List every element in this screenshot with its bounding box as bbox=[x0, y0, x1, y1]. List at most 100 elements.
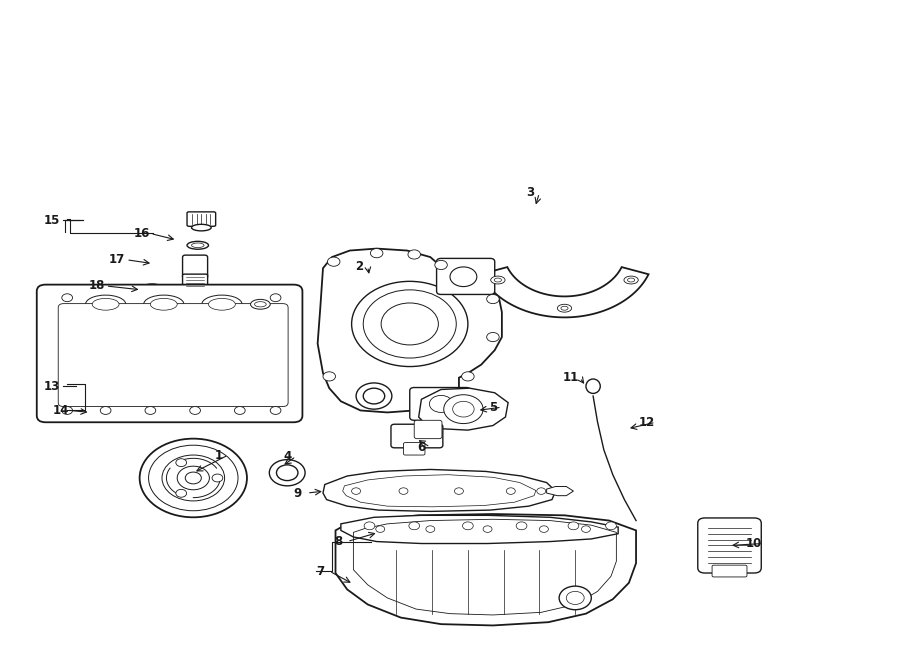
Circle shape bbox=[483, 525, 492, 532]
Polygon shape bbox=[318, 249, 502, 412]
Ellipse shape bbox=[627, 278, 634, 282]
Circle shape bbox=[176, 489, 186, 497]
Ellipse shape bbox=[250, 299, 270, 309]
Circle shape bbox=[212, 474, 223, 482]
Text: 17: 17 bbox=[109, 253, 125, 266]
Ellipse shape bbox=[144, 295, 184, 313]
Text: 13: 13 bbox=[44, 379, 60, 393]
Circle shape bbox=[463, 522, 473, 529]
Text: 8: 8 bbox=[334, 535, 342, 548]
Circle shape bbox=[539, 525, 548, 532]
Polygon shape bbox=[323, 469, 555, 512]
Ellipse shape bbox=[624, 276, 638, 284]
Circle shape bbox=[399, 488, 408, 494]
Ellipse shape bbox=[192, 243, 204, 248]
FancyBboxPatch shape bbox=[403, 443, 425, 455]
Circle shape bbox=[408, 250, 420, 259]
Circle shape bbox=[450, 267, 477, 287]
Text: 12: 12 bbox=[639, 416, 655, 429]
Circle shape bbox=[352, 282, 468, 367]
Circle shape bbox=[270, 293, 281, 301]
Circle shape bbox=[581, 525, 590, 532]
Circle shape bbox=[323, 371, 336, 381]
Text: 1: 1 bbox=[215, 449, 223, 461]
Polygon shape bbox=[418, 388, 508, 430]
Circle shape bbox=[190, 407, 201, 414]
Text: 9: 9 bbox=[293, 486, 302, 500]
Circle shape bbox=[376, 525, 384, 532]
Ellipse shape bbox=[255, 301, 266, 307]
Ellipse shape bbox=[209, 298, 235, 310]
Circle shape bbox=[364, 388, 384, 404]
Circle shape bbox=[177, 466, 210, 490]
FancyBboxPatch shape bbox=[391, 424, 443, 447]
Circle shape bbox=[444, 395, 483, 424]
Ellipse shape bbox=[92, 298, 119, 310]
Circle shape bbox=[568, 522, 579, 529]
Circle shape bbox=[566, 592, 584, 604]
FancyBboxPatch shape bbox=[410, 387, 471, 420]
Circle shape bbox=[356, 383, 392, 409]
Circle shape bbox=[559, 586, 591, 609]
Text: 18: 18 bbox=[88, 280, 105, 292]
Circle shape bbox=[185, 472, 202, 484]
Ellipse shape bbox=[150, 298, 177, 310]
Polygon shape bbox=[341, 516, 618, 543]
Circle shape bbox=[429, 395, 453, 412]
Circle shape bbox=[328, 257, 340, 266]
Ellipse shape bbox=[561, 306, 568, 310]
Circle shape bbox=[517, 522, 526, 529]
Ellipse shape bbox=[140, 284, 165, 295]
Circle shape bbox=[234, 407, 245, 414]
Circle shape bbox=[606, 522, 616, 529]
Ellipse shape bbox=[202, 295, 242, 313]
Circle shape bbox=[536, 488, 545, 494]
Circle shape bbox=[364, 522, 375, 529]
Circle shape bbox=[100, 407, 111, 414]
Circle shape bbox=[148, 446, 238, 511]
Text: 7: 7 bbox=[316, 564, 324, 578]
Ellipse shape bbox=[494, 278, 501, 282]
Text: 3: 3 bbox=[526, 186, 535, 200]
Text: 16: 16 bbox=[133, 227, 149, 240]
Circle shape bbox=[276, 465, 298, 481]
Circle shape bbox=[140, 439, 247, 518]
Circle shape bbox=[62, 293, 73, 301]
FancyBboxPatch shape bbox=[183, 255, 208, 279]
Circle shape bbox=[409, 522, 419, 529]
FancyBboxPatch shape bbox=[712, 565, 747, 577]
Polygon shape bbox=[546, 486, 573, 496]
Ellipse shape bbox=[144, 287, 160, 293]
FancyBboxPatch shape bbox=[37, 285, 302, 422]
Text: 14: 14 bbox=[53, 404, 69, 417]
Ellipse shape bbox=[586, 379, 600, 393]
Circle shape bbox=[371, 249, 382, 258]
Circle shape bbox=[426, 525, 435, 532]
Text: 15: 15 bbox=[44, 214, 60, 227]
Circle shape bbox=[269, 459, 305, 486]
Circle shape bbox=[435, 260, 447, 270]
Text: 4: 4 bbox=[284, 450, 292, 463]
Polygon shape bbox=[481, 267, 649, 317]
Polygon shape bbox=[336, 514, 636, 625]
FancyBboxPatch shape bbox=[58, 303, 288, 407]
FancyBboxPatch shape bbox=[414, 420, 442, 439]
Text: 5: 5 bbox=[489, 401, 497, 414]
Circle shape bbox=[62, 407, 73, 414]
Text: 10: 10 bbox=[746, 537, 762, 550]
Ellipse shape bbox=[187, 241, 209, 249]
FancyBboxPatch shape bbox=[187, 212, 216, 226]
Ellipse shape bbox=[491, 276, 505, 284]
Ellipse shape bbox=[86, 295, 126, 313]
Circle shape bbox=[487, 332, 500, 342]
Circle shape bbox=[507, 488, 516, 494]
Circle shape bbox=[270, 407, 281, 414]
Circle shape bbox=[176, 459, 186, 467]
Circle shape bbox=[352, 488, 361, 494]
Circle shape bbox=[364, 290, 456, 358]
Text: 6: 6 bbox=[418, 441, 426, 453]
Circle shape bbox=[162, 455, 225, 501]
Circle shape bbox=[487, 294, 500, 303]
Circle shape bbox=[454, 488, 464, 494]
FancyBboxPatch shape bbox=[698, 518, 761, 573]
